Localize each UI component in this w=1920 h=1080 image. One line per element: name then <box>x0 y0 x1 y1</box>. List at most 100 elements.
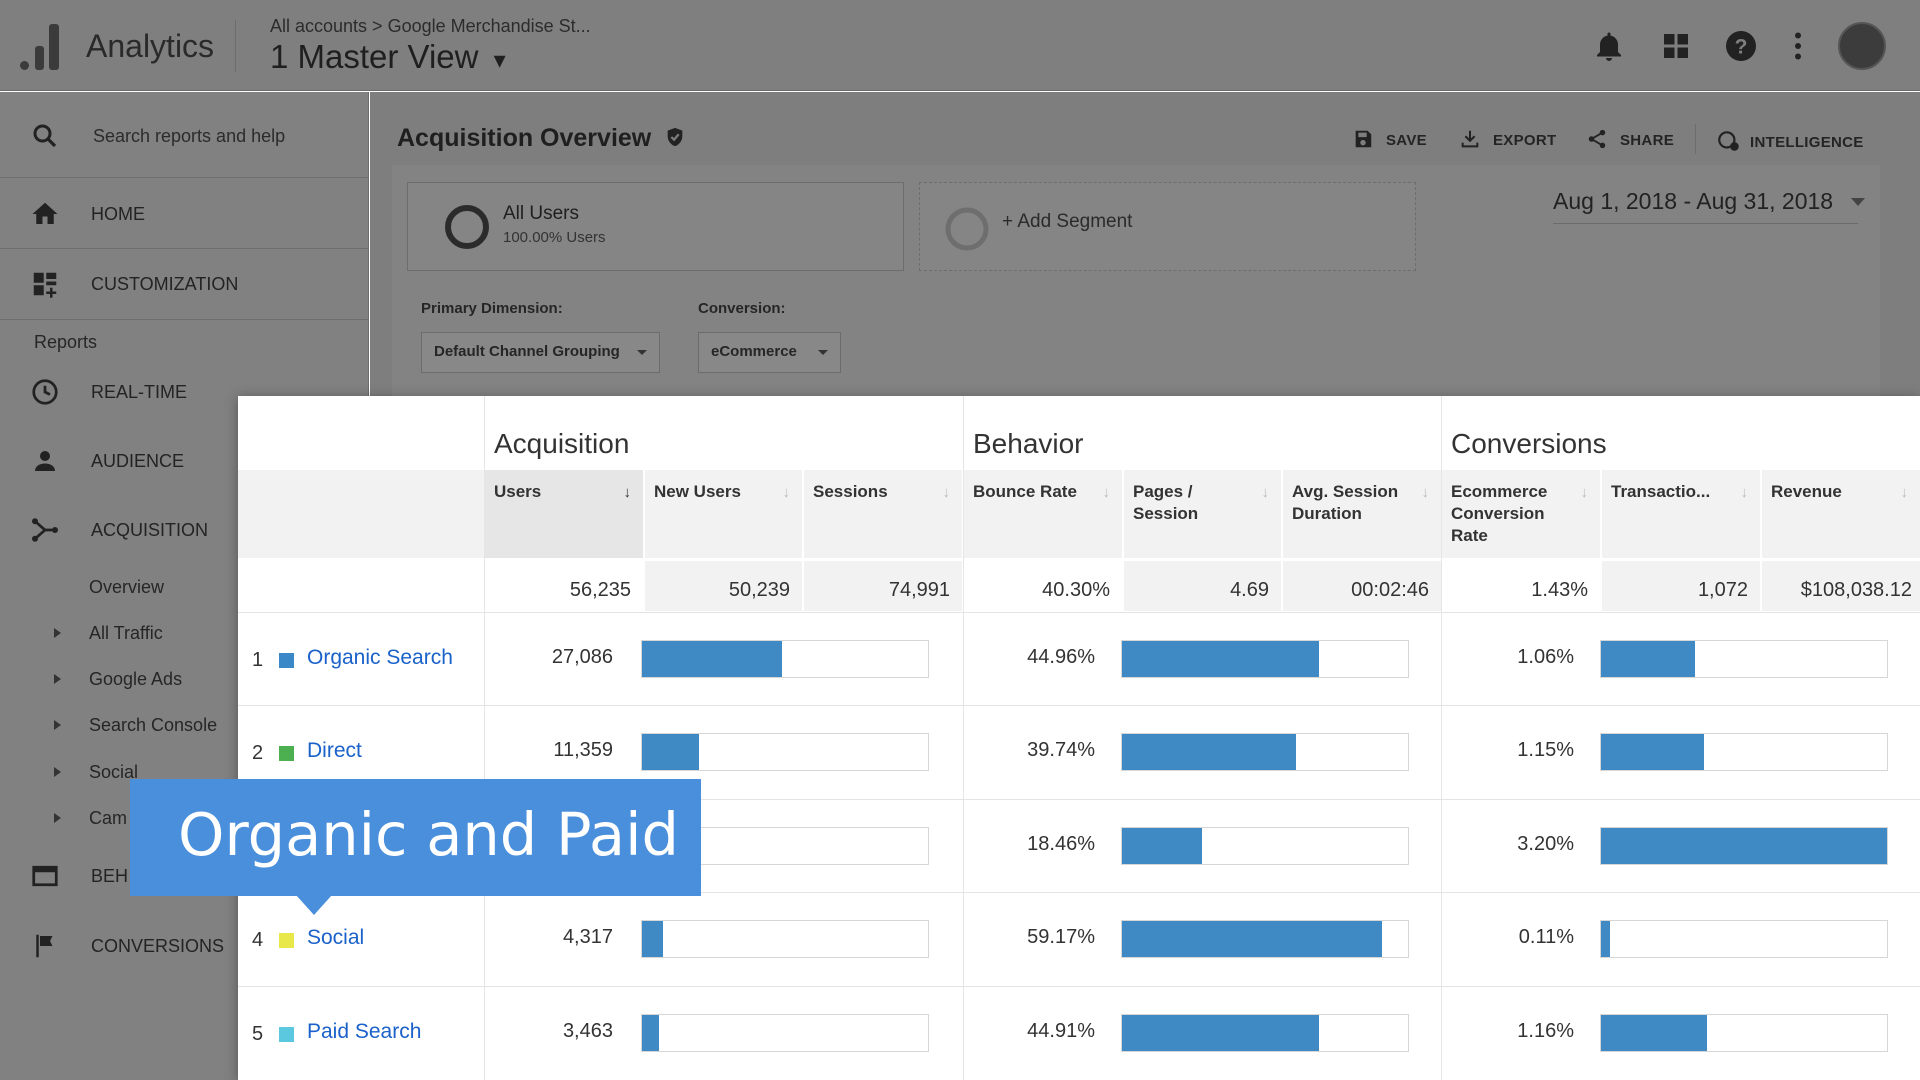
conversion-rate-bar-fill <box>1601 921 1610 957</box>
expand-arrow-icon[interactable] <box>54 674 61 684</box>
conversion-rate-bar-fill <box>1601 734 1704 770</box>
channel-link[interactable]: Paid Search <box>307 1020 422 1043</box>
column-header-users[interactable]: Users ↓ <box>485 470 643 558</box>
segment-percent: 100.00% Users <box>503 229 606 246</box>
row-conversion-rate: 3.20% <box>1517 833 1574 855</box>
channel-link[interactable]: Direct <box>307 739 362 762</box>
expand-arrow-icon[interactable] <box>54 720 61 730</box>
share-button[interactable]: SHARE <box>1586 128 1674 150</box>
row-bounce-rate: 44.91% <box>1027 1020 1095 1042</box>
intelligence-icon <box>1718 131 1739 151</box>
sort-arrow-icon: ↓ <box>1740 484 1749 501</box>
group-header-conversions: Conversions <box>1451 428 1607 459</box>
sidebar-subitem-google-ads[interactable]: Google Ads <box>89 669 183 689</box>
sidebar-item-realtime[interactable]: REAL-TIME <box>0 376 369 408</box>
total-bounce-rate: 40.30% <box>1042 579 1110 601</box>
channel-color-swatch <box>279 653 294 668</box>
view-name: 1 Master View <box>270 38 479 75</box>
bell-icon[interactable] <box>1591 28 1627 64</box>
more-vert-icon[interactable] <box>1780 28 1816 64</box>
sidebar-subitem-search-console[interactable]: Search Console <box>89 715 218 735</box>
export-label: EXPORT <box>1493 132 1557 149</box>
column-header-bounce-rate[interactable]: Bounce Rate ↓ <box>964 470 1122 558</box>
expand-arrow-icon[interactable] <box>54 813 61 823</box>
column-header-ecommerce-conversion-rate[interactable]: Ecommerce Conversion Rate ↓ <box>1442 470 1600 558</box>
sidebar-subitem-campaigns[interactable]: Cam <box>89 808 128 828</box>
conversion-rate-bar-fill <box>1601 641 1696 677</box>
row-conversion-rate: 1.06% <box>1517 646 1574 668</box>
column-label: Ecommerce Conversion Rate <box>1451 482 1548 545</box>
column-label: Avg. Session Duration <box>1292 482 1399 523</box>
bounce-rate-bar <box>1121 1014 1409 1052</box>
column-header-new-users[interactable]: New Users ↓ <box>645 470 802 558</box>
help-icon[interactable]: ? <box>1723 28 1759 64</box>
add-segment-button[interactable]: + Add Segment <box>919 182 1416 271</box>
expand-arrow-icon[interactable] <box>54 767 61 777</box>
divider <box>0 177 369 178</box>
sidebar-item-label: REAL-TIME <box>91 381 188 402</box>
date-range-picker[interactable]: Aug 1, 2018 - Aug 31, 2018 <box>1553 188 1866 224</box>
conversion-dropdown[interactable]: eCommerce <box>698 332 841 373</box>
save-button[interactable]: SAVE <box>1352 128 1427 150</box>
channel-link[interactable]: Social <box>307 926 365 949</box>
page-title: Acquisition Overview <box>397 124 686 153</box>
channel-link[interactable]: Organic Search <box>307 646 453 669</box>
search-placeholder: Search reports and help <box>93 125 286 146</box>
sidebar-item-home[interactable]: HOME <box>0 198 369 230</box>
page-title-text: Acquisition Overview <box>397 124 652 152</box>
clock-icon <box>32 379 58 405</box>
primary-dimension-dropdown[interactable]: Default Channel Grouping <box>421 332 660 373</box>
apps-grid-icon[interactable] <box>1658 28 1694 64</box>
sort-arrow-icon: ↓ <box>1261 484 1270 501</box>
sidebar-item-conversions[interactable]: CONVERSIONS <box>0 930 369 962</box>
sidebar-subitem-all-traffic[interactable]: All Traffic <box>89 623 163 643</box>
row-bounce-rate: 18.46% <box>1027 833 1095 855</box>
share-icon <box>1588 129 1606 149</box>
breadcrumb[interactable]: All accounts > Google Merchandise St... <box>270 16 591 36</box>
row-rank: 4 <box>252 929 264 951</box>
svg-text:?: ? <box>1735 36 1748 59</box>
column-header-revenue[interactable]: Revenue ↓ <box>1762 470 1920 558</box>
sidebar-item-behavior[interactable]: BEH <box>0 860 369 892</box>
expand-arrow-icon[interactable] <box>54 628 61 638</box>
view-selector[interactable]: 1 Master View ▾ <box>270 38 506 76</box>
row-conversion-rate: 0.11% <box>1518 926 1574 948</box>
sidebar-item-audience[interactable]: AUDIENCE <box>0 445 369 477</box>
analytics-logo-icon[interactable] <box>20 24 62 70</box>
sidebar-subitem-social[interactable]: Social <box>89 762 139 782</box>
column-header-pages-session[interactable]: Pages / Session ↓ <box>1124 470 1281 558</box>
bounce-rate-bar <box>1121 640 1409 678</box>
primary-dimension-label: Primary Dimension: <box>421 300 563 317</box>
total-revenue: $108,038.12 <box>1762 561 1920 611</box>
row-rank: 5 <box>252 1023 264 1045</box>
sidebar-item-label: ACQUISITION <box>91 519 209 540</box>
total-pages-session: 4.69 <box>1124 561 1281 611</box>
conversion-rate-bar <box>1600 920 1888 958</box>
sort-arrow-icon: ↓ <box>623 484 632 501</box>
users-bar <box>641 640 929 678</box>
column-header-sessions[interactable]: Sessions ↓ <box>804 470 962 558</box>
annotation-callout-text: Organic and Paid <box>178 800 679 869</box>
chevron-down-icon <box>637 350 647 355</box>
column-header-avg-session-duration[interactable]: Avg. Session Duration ↓ <box>1283 470 1441 558</box>
avatar[interactable] <box>1838 22 1886 70</box>
conversion-rate-bar <box>1600 640 1888 678</box>
intelligence-button[interactable]: INTELLIGENCE <box>1716 128 1864 154</box>
export-button[interactable]: EXPORT <box>1459 128 1556 150</box>
date-range-text: Aug 1, 2018 - Aug 31, 2018 <box>1553 188 1834 214</box>
channel-color-swatch <box>279 933 294 948</box>
bounce-rate-bar-fill <box>1122 734 1297 770</box>
bounce-rate-bar-fill <box>1122 828 1203 864</box>
segment-all-users[interactable]: All Users 100.00% Users <box>407 182 904 271</box>
column-header-transactions[interactable]: Transactio... ↓ <box>1602 470 1760 558</box>
row-users: 11,359 <box>553 739 613 761</box>
search-icon <box>33 124 57 148</box>
sidebar-item-customization[interactable]: CUSTOMIZATION <box>0 268 369 300</box>
table-row <box>238 799 1920 892</box>
column-label: Users <box>494 482 542 501</box>
search-reports[interactable]: Search reports and help <box>0 118 369 154</box>
behavior-icon <box>32 865 58 887</box>
row-users: 4,317 <box>562 926 613 948</box>
sidebar-item-acquisition[interactable]: ACQUISITION <box>0 514 369 546</box>
sidebar-subitem-overview[interactable]: Overview <box>89 577 165 597</box>
